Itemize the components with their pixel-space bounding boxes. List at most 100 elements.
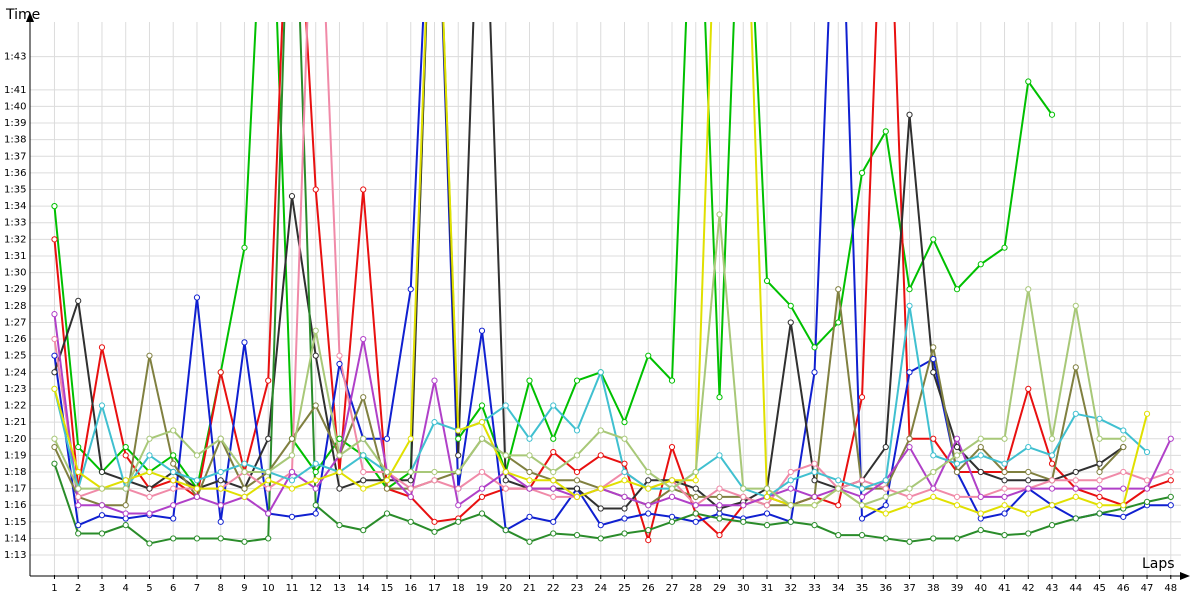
y-axis-arrow — [26, 12, 34, 22]
data-point — [122, 443, 129, 451]
data-point — [597, 505, 604, 512]
x-tick-label: 43 — [1046, 583, 1059, 594]
data-point — [122, 502, 129, 509]
x-tick-label: 12 — [309, 583, 322, 594]
data-point — [98, 468, 106, 476]
data-point — [740, 518, 747, 525]
data-point — [835, 319, 842, 326]
data-point — [1120, 435, 1127, 442]
data-point — [1072, 493, 1079, 501]
data-point — [858, 477, 866, 484]
x-tick-label: 13 — [333, 583, 346, 594]
data-point — [716, 211, 723, 218]
data-point — [573, 377, 581, 384]
data-point — [241, 468, 248, 476]
data-point — [431, 468, 438, 476]
data-point — [668, 513, 676, 520]
data-point — [1025, 510, 1032, 517]
data-point — [170, 535, 177, 542]
data-point — [787, 485, 794, 492]
series-line — [53, 314, 1172, 515]
data-point — [526, 468, 533, 476]
data-point — [241, 538, 248, 545]
data-point — [668, 377, 676, 384]
data-point — [1072, 468, 1079, 476]
x-tick-label: 31 — [761, 583, 774, 594]
data-point — [787, 468, 794, 476]
x-tick-label: 18 — [452, 583, 465, 594]
data-point — [621, 515, 628, 522]
data-point — [930, 355, 937, 363]
plot-area — [51, 22, 1174, 547]
data-point — [621, 493, 628, 501]
tick-labels: 1:13 1:14 1:15 1:16 1:17 1:18 1:19 1:20 1:21 1:22… — [4, 52, 1177, 594]
data-point — [882, 510, 889, 517]
data-point — [265, 477, 272, 484]
data-point — [360, 468, 367, 476]
data-point — [858, 485, 866, 492]
y-tick-label: 1:21 — [4, 417, 26, 428]
data-point — [288, 468, 296, 476]
y-tick-label: 1:16 — [4, 500, 26, 511]
data-point — [882, 493, 889, 501]
data-point — [478, 493, 486, 501]
data-point — [1072, 410, 1079, 417]
data-point — [312, 510, 319, 517]
data-point — [953, 535, 961, 542]
data-point — [336, 452, 343, 459]
data-point — [716, 493, 723, 501]
data-point — [1143, 410, 1151, 417]
data-point — [502, 527, 509, 534]
data-point — [597, 522, 604, 529]
data-point — [621, 505, 628, 512]
data-point — [98, 512, 106, 519]
data-point — [550, 518, 557, 525]
data-point — [1025, 468, 1032, 476]
data-point — [170, 502, 177, 509]
data-point — [787, 477, 794, 484]
data-point — [550, 468, 557, 476]
x-tick-label: 42 — [1022, 583, 1035, 594]
data-point — [526, 377, 533, 384]
y-tick-label: 1:30 — [4, 268, 26, 279]
data-point — [1048, 485, 1056, 492]
data-point — [288, 477, 296, 484]
data-point — [455, 502, 462, 509]
data-point — [811, 344, 818, 351]
data-point — [265, 535, 272, 542]
data-point — [668, 443, 676, 451]
data-point — [502, 452, 509, 459]
data-point — [146, 435, 153, 442]
data-point — [811, 369, 818, 376]
data-point — [1001, 477, 1008, 484]
x-tick-label: 29 — [713, 583, 726, 594]
data-point — [51, 352, 58, 359]
data-point — [265, 485, 272, 492]
data-point — [1096, 485, 1103, 492]
data-point — [526, 477, 533, 484]
y-tick-label: 1:26 — [4, 334, 26, 345]
data-point — [573, 468, 581, 476]
data-point — [668, 485, 676, 492]
data-point — [953, 468, 961, 476]
data-point — [407, 518, 414, 525]
data-point — [455, 518, 462, 525]
data-point — [692, 518, 699, 525]
data-point — [336, 485, 343, 492]
data-point — [122, 515, 129, 522]
data-point — [645, 527, 652, 534]
data-point — [930, 344, 937, 351]
data-point — [1096, 460, 1103, 467]
data-point — [75, 530, 82, 537]
data-point — [550, 477, 557, 484]
data-point — [455, 452, 462, 459]
x-tick-label: 17 — [428, 583, 441, 594]
x-tick-label: 4 — [123, 583, 129, 594]
data-point — [98, 530, 106, 537]
data-point — [312, 186, 319, 193]
data-point — [407, 485, 414, 492]
x-tick-label: 2 — [75, 583, 81, 594]
data-point — [811, 493, 818, 501]
y-tick-label: 1:31 — [4, 251, 26, 262]
